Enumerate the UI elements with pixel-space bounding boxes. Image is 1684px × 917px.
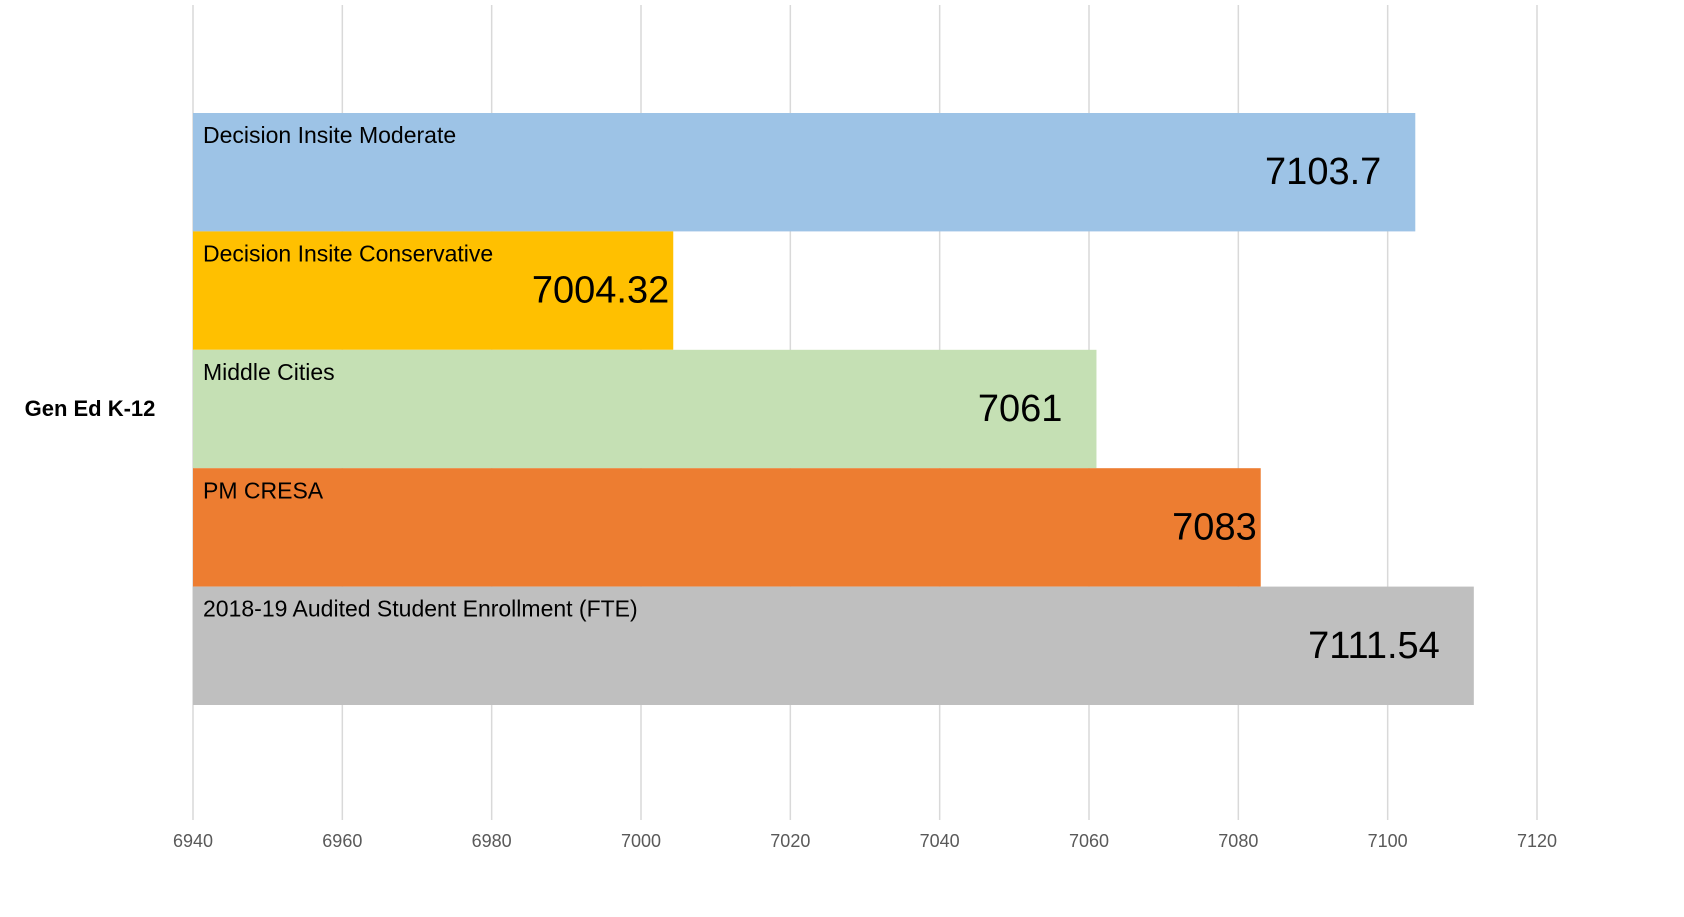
x-tick-label: 7080 xyxy=(1218,831,1258,851)
x-tick-label: 7100 xyxy=(1368,831,1408,851)
bar xyxy=(193,586,1474,705)
series-label: Middle Cities xyxy=(203,359,335,385)
series-label: Decision Insite Conservative xyxy=(203,240,493,266)
x-tick-label: 6960 xyxy=(322,831,362,851)
value-label: 7083 xyxy=(1172,506,1257,548)
x-tick-label: 6940 xyxy=(173,831,213,851)
category-label: Gen Ed K-12 xyxy=(25,396,156,421)
value-label: 7004.32 xyxy=(532,270,669,312)
x-tick-label: 6980 xyxy=(472,831,512,851)
value-label: 7103.7 xyxy=(1265,151,1381,193)
series-label: PM CRESA xyxy=(203,477,324,503)
bar xyxy=(193,231,674,350)
x-tick-label: 7120 xyxy=(1517,831,1557,851)
x-tick-label: 7020 xyxy=(770,831,810,851)
x-tick-label: 7060 xyxy=(1069,831,1109,851)
series-label: Decision Insite Moderate xyxy=(203,122,456,148)
x-tick-label: 7000 xyxy=(621,831,661,851)
value-label: 7061 xyxy=(978,388,1063,430)
x-tick-label: 7040 xyxy=(920,831,960,851)
bar xyxy=(193,468,1261,587)
series-label: 2018-19 Audited Student Enrollment (FTE) xyxy=(203,596,638,622)
bar xyxy=(193,349,1097,469)
value-label: 7111.54 xyxy=(1308,625,1440,667)
bar xyxy=(193,113,1416,232)
